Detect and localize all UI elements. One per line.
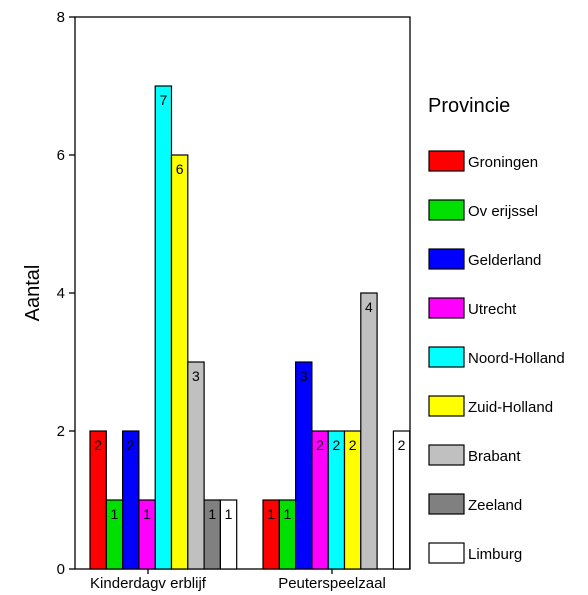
legend-swatch xyxy=(428,150,465,172)
legend-swatch xyxy=(428,248,465,270)
bar-value-label: 7 xyxy=(159,92,167,108)
bar-value-label: 1 xyxy=(111,506,119,522)
legend-label: Ov erijssel xyxy=(468,203,538,220)
bar xyxy=(392,430,411,570)
y-tick-label: 4 xyxy=(57,285,65,302)
bar-value-label: 1 xyxy=(284,506,292,522)
y-tick-label: 0 xyxy=(57,561,65,578)
bar-value-label: 1 xyxy=(143,506,151,522)
y-tick-label: 8 xyxy=(57,9,65,26)
legend: Provincie Groningen Ov erijssel Gelderland… xyxy=(428,95,565,564)
bar-value-label: 2 xyxy=(127,437,135,453)
legend-label: Zuid-Holland xyxy=(468,399,553,416)
bar xyxy=(170,154,189,570)
bar-value-label: 4 xyxy=(365,299,373,315)
legend-label: Gelderland xyxy=(468,252,541,269)
bar-value-label: 1 xyxy=(208,506,216,522)
legend-label: Limburg xyxy=(468,546,522,563)
bar-value-label: 3 xyxy=(192,368,200,384)
bar-value-label: 1 xyxy=(225,506,233,522)
x-tick-label: Kinderdagv erblijf xyxy=(90,575,207,592)
bar-value-label: 1 xyxy=(267,506,275,522)
y-axis-label: Aantal xyxy=(22,265,44,322)
y-axis: 0 2 4 6 8 xyxy=(57,9,75,578)
legend-label: Brabant xyxy=(468,448,521,465)
legend-swatch xyxy=(428,199,465,221)
bar xyxy=(360,292,378,570)
bar-value-label: 3 xyxy=(300,368,308,384)
bar-value-label: 6 xyxy=(176,161,184,177)
bar-value-label: 2 xyxy=(316,437,324,453)
legend-swatch xyxy=(428,346,465,368)
legend-swatch xyxy=(428,493,465,515)
bar-value-label: 2 xyxy=(94,437,102,453)
bar-value-label: 2 xyxy=(349,437,357,453)
bar xyxy=(154,85,173,570)
bar xyxy=(295,361,313,570)
legend-swatch xyxy=(428,297,465,319)
legend-swatch xyxy=(428,395,465,417)
x-tick-label: Peuterspeelzaal xyxy=(278,575,386,592)
x-axis: Kinderdagv erblijf Peuterspeelzaal xyxy=(90,569,386,592)
legend-label: Zeeland xyxy=(468,497,522,514)
legend-label: Noord-Holland xyxy=(468,350,565,367)
legend-label: Groningen xyxy=(468,154,538,171)
legend-label: Utrecht xyxy=(468,301,517,318)
bar xyxy=(187,361,205,570)
legend-swatch xyxy=(428,542,465,564)
legend-swatch xyxy=(428,444,465,466)
legend-title: Provincie xyxy=(428,95,510,117)
bar-value-label: 2 xyxy=(332,437,340,453)
bar xyxy=(219,499,238,570)
y-tick-label: 2 xyxy=(57,423,65,440)
y-tick-label: 6 xyxy=(57,147,65,164)
bar-value-label: 2 xyxy=(398,437,406,453)
